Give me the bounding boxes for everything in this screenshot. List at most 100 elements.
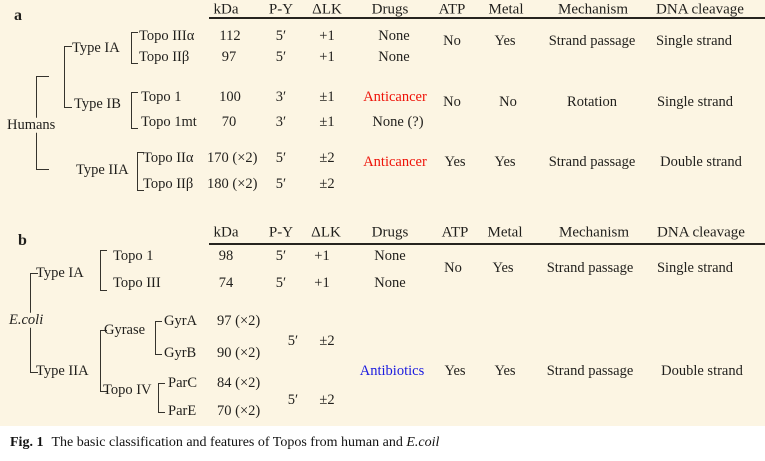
row-name: Topo IIβ (143, 175, 194, 192)
panel-b-header-kda: kDa (213, 224, 239, 241)
cell-py: 5′ (275, 175, 287, 192)
row-name: Topo 1 (141, 88, 182, 105)
caption-text: The basic classification and features of… (51, 435, 403, 450)
panel-b-header-metal: Metal (487, 224, 523, 241)
panel-b-type-iia-label: Type IIA (36, 362, 89, 379)
row-name: ParE (168, 402, 197, 419)
cell-drugs: None (374, 274, 406, 291)
cell-py: 3′ (275, 113, 287, 130)
group-dna-cleavage: Single strand (656, 93, 734, 110)
panel-b-gyrase-label: Gyrase (104, 321, 146, 338)
panel-a-type-i-group-bracket (64, 46, 72, 108)
cell-drugs: None (378, 48, 410, 65)
group-mechanism: Rotation (567, 93, 617, 110)
panel-b-type-ia-label: Type IA (36, 264, 84, 281)
figure-background (0, 0, 765, 426)
panel-b-header-dna-cleavage: DNA cleavage (657, 224, 745, 241)
group-atp: No (443, 93, 461, 110)
panel-a-type-ia-label: Type IA (72, 39, 120, 56)
panel-a-header-py: P-Y (268, 1, 294, 18)
panel-b-header-py: P-Y (268, 224, 294, 241)
group-mechanism: Strand passage (546, 362, 634, 379)
cell-py: 3′ (275, 88, 287, 105)
group-dna-cleavage: Double strand (660, 153, 742, 170)
row-name: Topo III (113, 274, 161, 291)
panel-b-header-rule (209, 243, 765, 245)
cell-py: 5′ (275, 274, 287, 291)
panel-b-type-ia-bracket (100, 250, 107, 291)
cell-drugs: None (374, 247, 406, 264)
cell-dlk: ±1 (319, 88, 335, 105)
group-mechanism: Strand passage (548, 153, 636, 170)
panel-a-type-ib-label: Type IB (74, 95, 121, 112)
panel-a-header-atp: ATP (438, 1, 466, 18)
cell-dlk: +1 (314, 274, 330, 291)
cell-kda: 170 (×2) (207, 149, 258, 166)
panel-a-type-ia-bracket (131, 32, 138, 64)
panel-b-topo-iv-label: Topo IV (103, 381, 152, 398)
group-dlk: ±2 (319, 391, 335, 408)
cell-drugs-anticancer: Anticancer (363, 88, 427, 105)
group-metal: No (499, 93, 517, 110)
group-dna-cleavage: Double strand (661, 362, 743, 379)
panel-a-type-iia-bracket (137, 152, 144, 191)
panel-a-label: a (14, 7, 22, 24)
group-dna-cleavage: Single strand (656, 259, 734, 276)
cell-kda: 70 (221, 113, 237, 130)
figure-caption: Fig. 1 The basic classification and featu… (10, 435, 439, 451)
cell-kda: 70 (×2) (217, 402, 261, 419)
group-drugs-anticancer: Anticancer (363, 153, 427, 170)
row-name: Topo IIβ (139, 48, 190, 65)
cell-dlk: ±2 (319, 149, 335, 166)
group-atp: No (443, 32, 461, 49)
cell-kda: 97 (221, 48, 237, 65)
cell-kda: 180 (×2) (207, 175, 258, 192)
group-metal: Yes (494, 362, 516, 379)
group-py: 5′ (287, 391, 299, 408)
row-name: Topo IIIα (139, 27, 195, 44)
row-name: Topo 1 (113, 247, 154, 264)
cell-kda: 97 (×2) (217, 312, 261, 329)
group-atp: No (444, 259, 462, 276)
panel-b-header-drugs: Drugs (371, 224, 409, 241)
panel-b-header-atp: ATP (441, 224, 469, 241)
cell-dlk: ±2 (319, 175, 335, 192)
caption-fig-number: Fig. 1 (10, 435, 44, 450)
panel-b-gyrase-bracket (155, 321, 162, 355)
cell-dlk: +1 (319, 27, 335, 44)
group-mechanism: Strand passage (546, 259, 634, 276)
cell-kda: 74 (218, 274, 234, 291)
panel-b-header-dlk: ΔLK (311, 224, 341, 241)
cell-py: 5′ (275, 149, 287, 166)
row-name: Topo 1mt (141, 113, 197, 130)
group-mechanism: Strand passage (548, 32, 636, 49)
group-atp: Yes (444, 153, 466, 170)
panel-a-header-dlk: ΔLK (312, 1, 342, 18)
row-name: GyrA (164, 312, 198, 329)
group-atp: Yes (444, 362, 466, 379)
panel-b-type-iia-bracket (100, 330, 107, 392)
cell-dlk: +1 (319, 48, 335, 65)
panel-a-header-rule (209, 17, 765, 19)
cell-dlk: +1 (314, 247, 330, 264)
panel-b-header-mechanism: Mechanism (559, 224, 629, 241)
group-dna-cleavage: Single strand (655, 32, 733, 49)
panel-a-header-metal: Metal (488, 1, 524, 18)
caption-organism-italic: E.coil (406, 435, 440, 450)
cell-py: 5′ (275, 247, 287, 264)
group-py: 5′ (287, 332, 299, 349)
cell-kda: 112 (219, 27, 241, 44)
row-name: GyrB (164, 344, 197, 361)
group-metal: Yes (494, 32, 516, 49)
panel-a-type-iia-label: Type IIA (76, 161, 129, 178)
cell-py: 5′ (275, 48, 287, 65)
panel-a-organism-label: Humans (4, 118, 59, 133)
panel-a-header-mechanism: Mechanism (558, 1, 628, 18)
group-metal: Yes (494, 153, 516, 170)
panel-a-header-dna-cleavage: DNA cleavage (656, 1, 744, 18)
panel-b-organism-label: E.coli (6, 313, 47, 328)
cell-drugs: None (378, 27, 410, 44)
cell-kda: 98 (218, 247, 234, 264)
panel-a-header-kda: kDa (213, 1, 239, 18)
